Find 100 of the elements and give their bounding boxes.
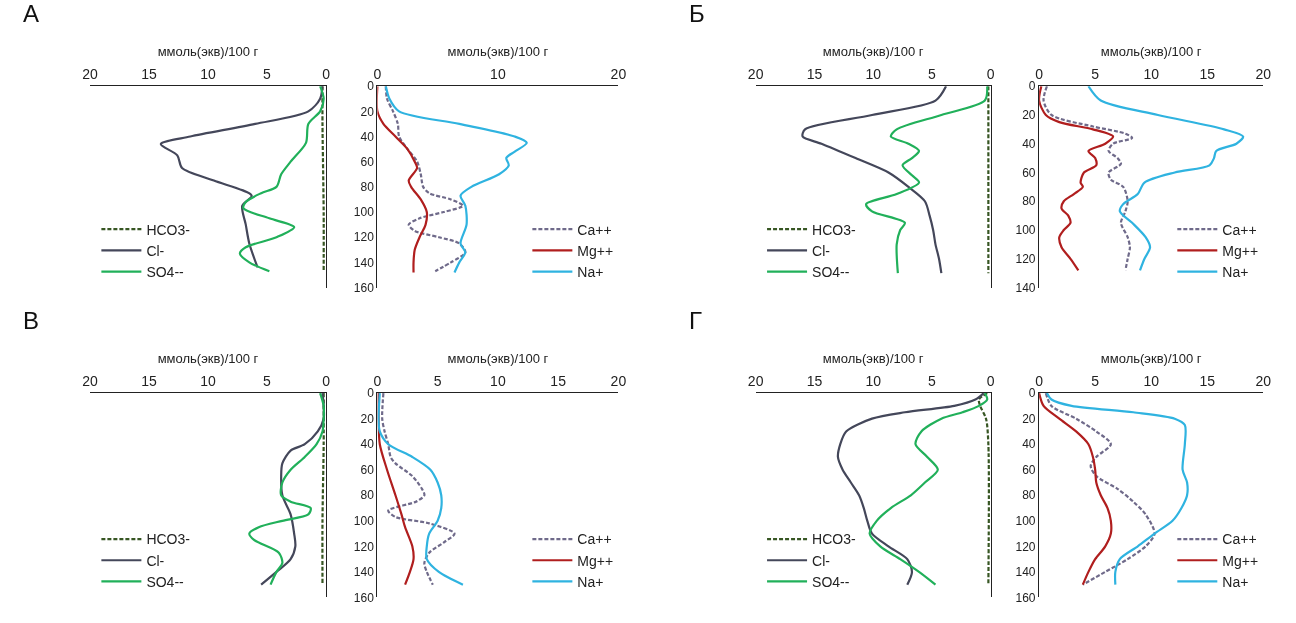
y-tick-label: 120 bbox=[1015, 539, 1036, 554]
legend-label: Na+ bbox=[1222, 264, 1249, 281]
x-tick-label: 20 bbox=[82, 373, 98, 390]
y-tick-label: 0 bbox=[1028, 386, 1036, 401]
legend-label: SO4-- bbox=[812, 264, 850, 281]
x-axis-title: ммоль(экв)/100 г bbox=[157, 44, 259, 60]
legend-label: Cl- bbox=[146, 242, 165, 259]
x-tick-label: 5 bbox=[433, 373, 442, 390]
x-tick-label: 20 bbox=[610, 373, 627, 390]
legend-label: HCO3- bbox=[146, 221, 191, 238]
y-tick-label: 140 bbox=[353, 565, 375, 580]
x-tick-label: 5 bbox=[1091, 373, 1100, 390]
y-tick-label: 40 bbox=[1022, 437, 1036, 452]
y-tick-label: 100 bbox=[1015, 223, 1036, 238]
y-tick-label: 20 bbox=[1022, 411, 1036, 426]
x-axis-title: ммоль(экв)/100 г bbox=[447, 351, 549, 367]
x-tick-label: 0 bbox=[322, 66, 331, 83]
chart-title: Г bbox=[689, 307, 702, 334]
y-tick-label: 80 bbox=[1022, 194, 1036, 209]
x-tick-label: 10 bbox=[1143, 66, 1160, 83]
x-tick-label: 15 bbox=[1199, 66, 1216, 83]
chart-title: Б bbox=[689, 0, 705, 27]
x-tick-label: 10 bbox=[1143, 373, 1160, 390]
y-tick-label: 60 bbox=[360, 462, 375, 477]
x-tick-label: 20 bbox=[610, 66, 627, 83]
legend-label: Mg++ bbox=[577, 242, 614, 259]
y-tick-label: 0 bbox=[1028, 79, 1036, 94]
x-tick-label: 5 bbox=[928, 66, 937, 83]
x-tick-label: 10 bbox=[490, 66, 506, 83]
x-axis-title: ммоль(экв)/100 г bbox=[1100, 44, 1202, 60]
legend-label: SO4-- bbox=[146, 573, 185, 590]
y-tick-label: 60 bbox=[360, 154, 375, 169]
y-tick-label: 120 bbox=[353, 230, 375, 245]
y-tick-label: 40 bbox=[1022, 136, 1036, 151]
y-tick-label: 40 bbox=[360, 129, 375, 144]
x-tick-label: 5 bbox=[1091, 66, 1100, 83]
x-tick-label: 20 bbox=[82, 66, 98, 83]
legend-label: Ca++ bbox=[1222, 531, 1257, 548]
legend-label: HCO3- bbox=[812, 531, 856, 548]
x-tick-label: 10 bbox=[200, 66, 216, 83]
x-tick-label: 0 bbox=[322, 373, 331, 390]
x-tick-label: 10 bbox=[200, 373, 216, 390]
legend-label: Ca++ bbox=[577, 531, 612, 548]
x-tick-label: 10 bbox=[865, 66, 882, 83]
y-tick-label: 120 bbox=[353, 539, 375, 554]
line-series bbox=[1039, 86, 1115, 272]
y-tick-label: 20 bbox=[1022, 108, 1036, 123]
y-tick-label: 60 bbox=[1022, 165, 1036, 180]
x-axis-title: ммоль(экв)/100 г bbox=[157, 351, 259, 367]
legend-label: Ca++ bbox=[577, 221, 612, 238]
x-tick-label: 5 bbox=[263, 66, 272, 83]
y-tick-label: 120 bbox=[1015, 251, 1036, 266]
legend-label: Cl- bbox=[812, 242, 831, 259]
line-series bbox=[1039, 393, 1113, 586]
legend-label: Na+ bbox=[1222, 573, 1249, 590]
y-tick-label: 160 bbox=[1015, 590, 1036, 605]
legend-label: Ca++ bbox=[1222, 221, 1257, 238]
y-tick-label: 160 bbox=[353, 590, 375, 605]
legend-label: HCO3- bbox=[146, 531, 191, 548]
x-tick-label: 0 bbox=[986, 373, 995, 390]
y-tick-label: 20 bbox=[360, 411, 375, 426]
legend-label: HCO3- bbox=[812, 221, 856, 238]
x-tick-label: 15 bbox=[806, 66, 823, 83]
x-tick-label: 15 bbox=[550, 373, 567, 390]
x-tick-label: 15 bbox=[141, 66, 157, 83]
x-axis-title: ммоль(экв)/100 г bbox=[447, 44, 549, 60]
legend-label: SO4-- bbox=[812, 573, 850, 590]
y-tick-label: 140 bbox=[1015, 565, 1036, 580]
x-tick-label: 20 bbox=[1255, 66, 1272, 83]
x-tick-label: 15 bbox=[806, 373, 823, 390]
y-tick-label: 80 bbox=[1022, 488, 1036, 503]
y-tick-label: 40 bbox=[360, 437, 375, 452]
y-tick-label: 80 bbox=[360, 180, 375, 195]
y-tick-label: 100 bbox=[353, 205, 375, 220]
x-tick-label: 20 bbox=[747, 373, 764, 390]
line-series bbox=[1045, 393, 1189, 586]
legend-label: Cl- bbox=[812, 552, 831, 569]
y-tick-label: 20 bbox=[360, 104, 375, 119]
x-tick-label: 15 bbox=[1199, 373, 1216, 390]
x-tick-label: 10 bbox=[865, 373, 882, 390]
y-tick-label: 140 bbox=[1015, 280, 1036, 295]
line-series bbox=[1044, 393, 1156, 586]
legend-label: Mg++ bbox=[1222, 552, 1259, 569]
x-tick-label: 5 bbox=[928, 373, 937, 390]
chart-title: В bbox=[23, 307, 40, 334]
chart-title: А bbox=[23, 0, 40, 27]
x-tick-label: 5 bbox=[263, 373, 272, 390]
x-axis-title: ммоль(экв)/100 г bbox=[1100, 351, 1202, 367]
y-tick-label: 0 bbox=[367, 386, 375, 401]
y-tick-label: 140 bbox=[353, 255, 375, 270]
x-tick-label: 15 bbox=[141, 373, 157, 390]
y-tick-label: 0 bbox=[367, 79, 375, 94]
x-tick-label: 20 bbox=[1255, 373, 1272, 390]
line-series bbox=[384, 86, 528, 274]
legend-label: Na+ bbox=[577, 264, 604, 281]
x-axis-title: ммоль(экв)/100 г bbox=[822, 351, 924, 367]
y-tick-label: 100 bbox=[1015, 514, 1036, 529]
y-tick-label: 160 bbox=[353, 280, 375, 295]
legend-label: SO4-- bbox=[146, 264, 185, 281]
legend-label: Mg++ bbox=[577, 552, 614, 569]
